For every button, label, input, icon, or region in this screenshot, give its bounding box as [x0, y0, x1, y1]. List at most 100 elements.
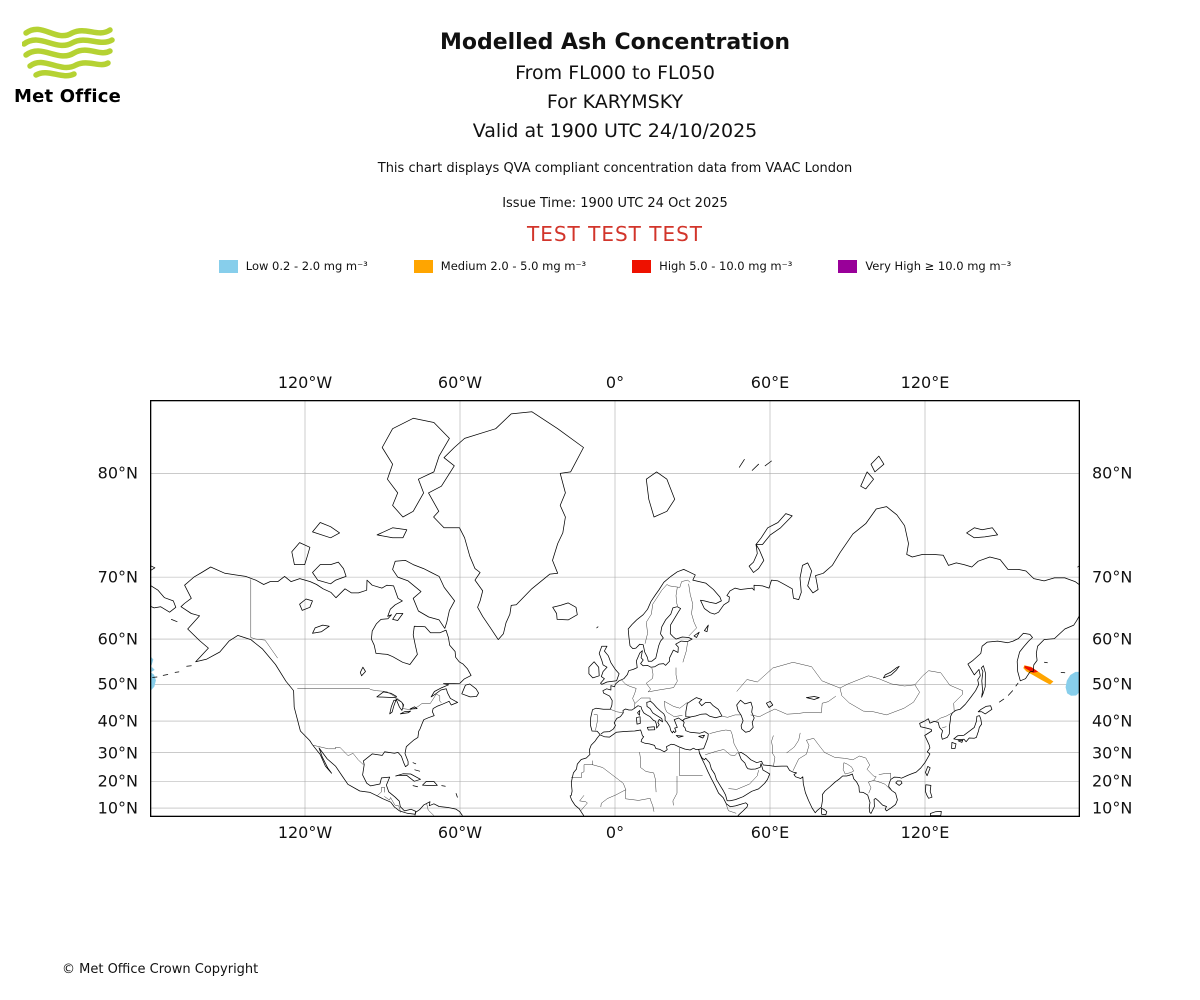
lon-tick-bottom: 120°E: [900, 823, 950, 842]
coastline-path: [966, 527, 998, 539]
coastline-path: [376, 691, 397, 698]
legend-label-high: High 5.0 - 10.0 mg m⁻³: [659, 259, 793, 273]
country-border-path: [771, 735, 776, 767]
coastline-path: [588, 661, 600, 679]
qva-compliance-note: This chart displays QVA compliant concen…: [377, 161, 853, 176]
country-border-path: [653, 772, 657, 793]
coastline-path: [392, 560, 455, 629]
ash-plume-low: [1065, 671, 1080, 696]
logo-wave: [23, 26, 113, 39]
world-map: [150, 400, 1080, 817]
coastline-path: [414, 801, 463, 816]
country-border-path: [593, 713, 598, 731]
coastline-path: [461, 683, 479, 698]
lon-tick-top: 120°W: [277, 373, 333, 392]
country-border-path: [673, 667, 678, 688]
coastline-path: [381, 417, 450, 518]
country-border-path: [705, 749, 738, 756]
coastline-path: [174, 671, 180, 673]
test-banner: TEST TEST TEST: [526, 222, 703, 246]
lat-tick-right: 60°N: [1092, 629, 1133, 649]
legend-swatch-high: [632, 259, 652, 273]
legend-item-medium: Medium 2.0 - 5.0 mg m⁻³: [413, 259, 586, 273]
coastline-path: [428, 411, 584, 640]
lat-tick-left: 50°N: [97, 674, 138, 694]
country-border-path: [672, 793, 678, 806]
country-border-path: [384, 796, 402, 813]
legend-label-very-high: Very High ≥ 10.0 mg m⁻³: [865, 259, 1012, 273]
valid-time-subtitle: Valid at 1900 UTC 24/10/2025: [472, 120, 758, 142]
coastline-path: [291, 542, 311, 565]
lat-tick-right: 70°N: [1092, 567, 1133, 587]
coastline-path: [980, 665, 986, 698]
coastline-path: [312, 561, 347, 585]
country-border-path: [426, 803, 435, 816]
coastline-path: [736, 699, 755, 733]
country-border-path: [736, 662, 841, 692]
coastline-path: [596, 626, 599, 629]
coastline-path: [359, 666, 366, 677]
country-border-path: [839, 675, 920, 716]
country-border-path: [722, 714, 741, 718]
country-border-path: [682, 642, 688, 663]
coastline-path: [1008, 690, 1013, 696]
coastline-path: [951, 742, 957, 749]
country-border-path: [648, 687, 674, 693]
lat-tick-left: 80°N: [97, 463, 138, 483]
lat-tick-right: 30°N: [1092, 743, 1133, 763]
lon-tick-bottom: 60°E: [750, 823, 790, 842]
lat-tick-left: 40°N: [97, 711, 138, 731]
legend-swatch-medium: [413, 259, 433, 273]
logo-wave: [33, 69, 77, 79]
lat-tick-right: 50°N: [1092, 674, 1133, 694]
coastline-path: [704, 624, 709, 633]
country-border-path: [312, 744, 364, 765]
country-border-path: [250, 579, 278, 659]
page-title: Modelled Ash Concentration: [439, 30, 791, 55]
country-border-path: [600, 789, 626, 808]
lat-tick-right: 10°N: [1092, 798, 1133, 818]
coastline-path: [699, 752, 749, 816]
coastline-path: [860, 471, 874, 490]
country-border-path: [634, 697, 651, 704]
coastline-path: [645, 471, 676, 518]
lat-tick-left: 10°N: [97, 798, 138, 818]
country-border-path: [376, 787, 385, 797]
lat-tick-right: 80°N: [1092, 463, 1133, 483]
legend-swatch-very-high: [838, 259, 858, 273]
lat-tick-right: 40°N: [1092, 711, 1133, 731]
country-border-path: [873, 780, 891, 790]
country-border-path: [666, 711, 683, 717]
header: Modelled Ash Concentration From FL000 to…: [150, 30, 1080, 273]
coastline-path: [682, 614, 1080, 814]
country-border-path: [621, 679, 637, 708]
coastline-path: [312, 624, 330, 634]
coastline-path: [930, 811, 942, 816]
country-border-path: [942, 726, 947, 728]
coastline-path: [646, 726, 656, 731]
legend-label-low: Low 0.2 - 2.0 mg m⁻³: [245, 259, 368, 273]
coastline-path: [395, 773, 421, 782]
country-border-path: [730, 730, 739, 753]
country-border-path: [725, 804, 737, 814]
coastline-path: [675, 735, 684, 738]
country-border-path: [878, 772, 891, 779]
coastline-path: [764, 460, 772, 467]
volcano-subtitle: For KARYMSKY: [546, 91, 684, 113]
country-border-path: [644, 579, 691, 644]
lon-tick-bottom: 0°: [605, 823, 625, 842]
coastline-path: [1015, 682, 1019, 687]
country-border-path: [664, 701, 688, 709]
country-border-path: [936, 712, 953, 721]
logo-wave: [23, 47, 113, 59]
coastline-path: [392, 613, 404, 621]
country-border-path: [625, 798, 651, 801]
country-border-path: [297, 688, 442, 710]
coastline-path: [637, 710, 641, 716]
country-border-path: [688, 583, 697, 637]
lat-tick-left: 30°N: [97, 743, 138, 763]
coastline-path: [953, 715, 982, 743]
lon-tick-top: 0°: [605, 373, 625, 392]
logo-wave: [22, 37, 115, 49]
ash-plume-low: [151, 666, 155, 673]
